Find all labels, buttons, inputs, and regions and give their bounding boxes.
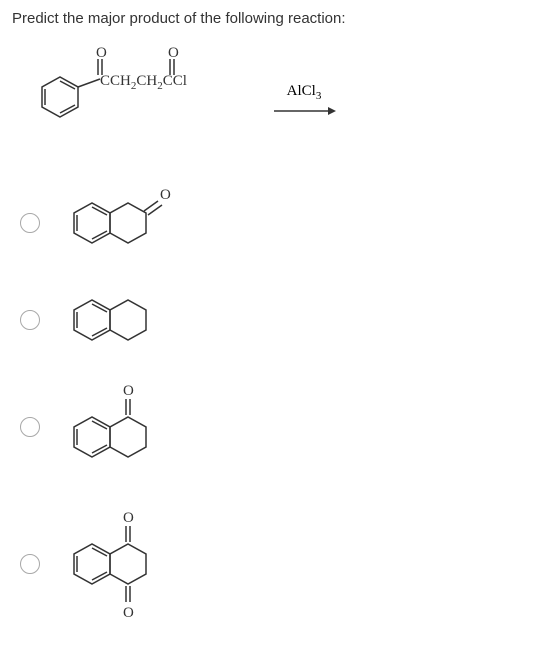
radio-c[interactable] xyxy=(20,417,40,437)
structure-c: O xyxy=(62,377,212,477)
option-b[interactable] xyxy=(20,285,522,355)
option-a[interactable]: O xyxy=(20,183,522,263)
oxygen-d-top: O xyxy=(123,510,134,526)
reaction-row: O O CCH2CH2CCl AlCl3 xyxy=(30,45,522,155)
oxygen-a: O xyxy=(160,187,171,203)
reaction-arrow-block: AlCl3 xyxy=(272,83,336,118)
radio-a[interactable] xyxy=(20,213,40,233)
structure-d: O O xyxy=(62,499,212,629)
arrow-icon xyxy=(272,104,336,118)
carbonyl-o-2: O xyxy=(168,45,179,61)
radio-d[interactable] xyxy=(20,554,40,574)
question-prompt: Predict the major product of the followi… xyxy=(12,10,522,27)
reagent-label: AlCl3 xyxy=(287,83,322,102)
option-d[interactable]: O O xyxy=(20,499,522,629)
chain-text: CCH2CH2CCl xyxy=(100,73,187,92)
reactant-structure: O O CCH2CH2CCl xyxy=(30,45,240,155)
structure-b xyxy=(62,285,202,355)
option-c[interactable]: O xyxy=(20,377,522,477)
radio-b[interactable] xyxy=(20,310,40,330)
oxygen-d-bottom: O xyxy=(123,605,134,621)
structure-a: O xyxy=(62,183,232,263)
carbonyl-o-1: O xyxy=(96,45,107,61)
oxygen-c: O xyxy=(123,383,134,399)
